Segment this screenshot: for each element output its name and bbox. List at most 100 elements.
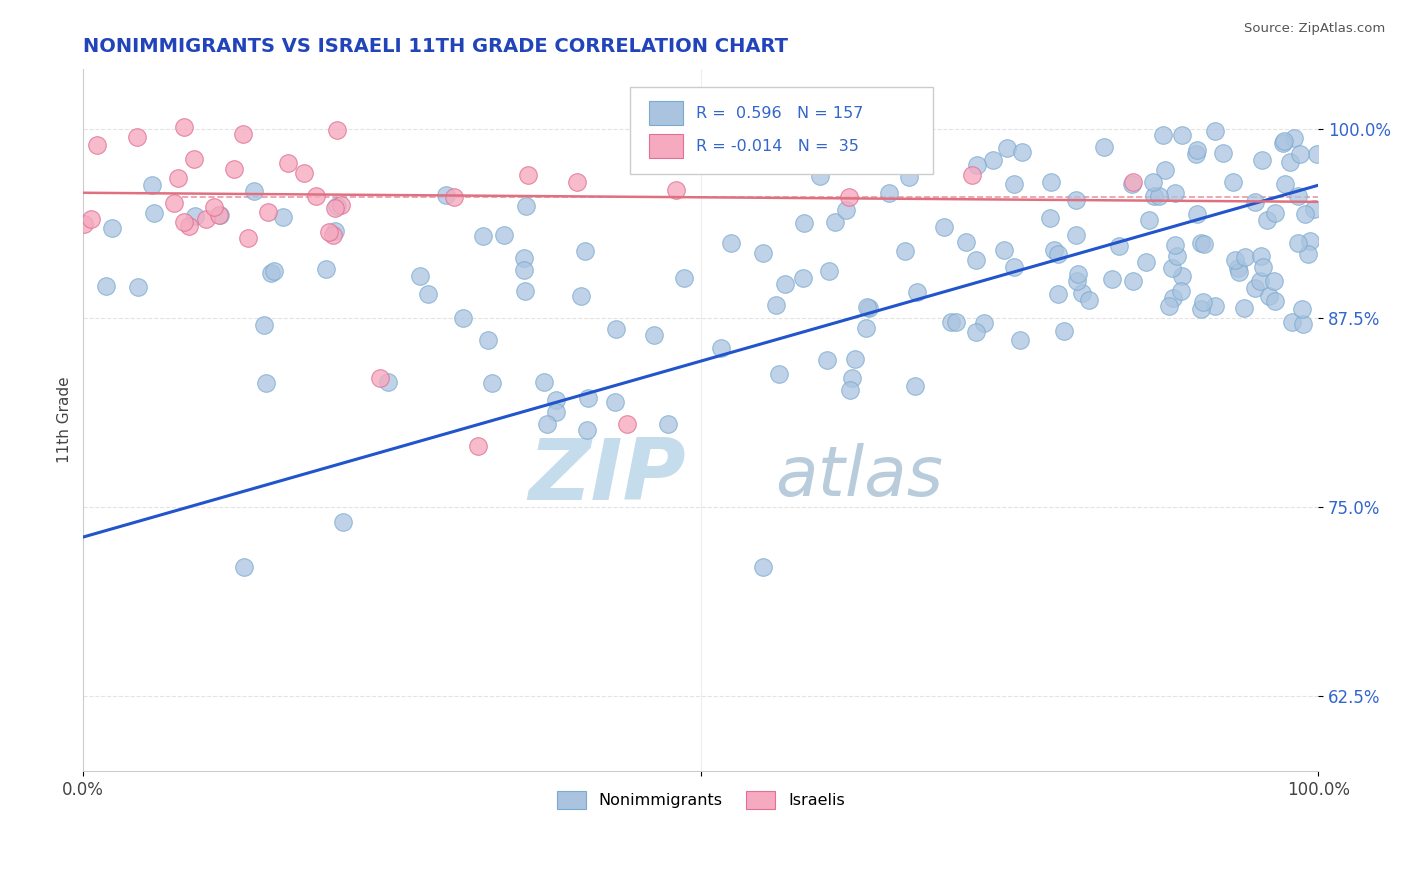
- Point: [451, 311, 474, 326]
- Point: [792, 271, 814, 285]
- Point: [945, 315, 967, 329]
- Point: [257, 204, 280, 219]
- Point: [163, 196, 186, 211]
- Point: [1053, 325, 1076, 339]
- Point: [1225, 252, 1247, 267]
- Point: [1046, 287, 1069, 301]
- Point: [765, 298, 787, 312]
- Point: [325, 123, 347, 137]
- Point: [897, 170, 920, 185]
- Point: [720, 235, 742, 250]
- Point: [793, 216, 815, 230]
- Point: [834, 202, 856, 217]
- Point: [1143, 188, 1166, 202]
- Point: [277, 156, 299, 170]
- Point: [1306, 147, 1329, 161]
- Point: [966, 158, 988, 172]
- Point: [79, 211, 101, 226]
- Point: [1264, 206, 1286, 220]
- Point: [616, 417, 638, 431]
- Point: [643, 327, 665, 342]
- Point: [934, 219, 956, 234]
- Point: [434, 188, 457, 202]
- Point: [1064, 194, 1087, 208]
- Point: [1299, 234, 1322, 248]
- Point: [232, 560, 254, 574]
- Point: [1101, 272, 1123, 286]
- Point: [1008, 333, 1031, 347]
- Point: [1204, 123, 1226, 137]
- Point: [824, 215, 846, 229]
- Point: [238, 231, 260, 245]
- Point: [1222, 175, 1244, 189]
- Point: [179, 219, 201, 233]
- Point: [567, 175, 589, 189]
- Point: [512, 263, 534, 277]
- Point: [329, 198, 352, 212]
- Point: [143, 206, 166, 220]
- Point: [315, 262, 337, 277]
- Point: [1226, 260, 1249, 275]
- Point: [1286, 189, 1309, 203]
- Point: [467, 439, 489, 453]
- Point: [1289, 146, 1312, 161]
- Legend: Nonimmigrants, Israelis: Nonimmigrants, Israelis: [551, 784, 851, 815]
- Point: [1189, 302, 1212, 317]
- Point: [1170, 128, 1192, 142]
- Point: [1092, 140, 1115, 154]
- Point: [471, 229, 494, 244]
- Point: [1164, 238, 1187, 252]
- Point: [183, 209, 205, 223]
- Point: [546, 393, 568, 408]
- Point: [818, 264, 841, 278]
- Point: [576, 391, 599, 405]
- Point: [1067, 267, 1090, 281]
- Point: [1011, 145, 1033, 159]
- Point: [208, 208, 231, 222]
- Point: [1166, 249, 1188, 263]
- Point: [263, 264, 285, 278]
- Point: [1233, 251, 1256, 265]
- Point: [492, 228, 515, 243]
- Point: [1249, 274, 1271, 288]
- Point: [1187, 207, 1209, 221]
- Point: [1204, 299, 1226, 313]
- Point: [1194, 237, 1216, 252]
- Point: [569, 288, 592, 302]
- Point: [981, 153, 1004, 168]
- Point: [855, 321, 877, 335]
- Point: [512, 251, 534, 265]
- FancyBboxPatch shape: [650, 134, 683, 158]
- Point: [254, 376, 277, 391]
- Point: [1002, 177, 1025, 191]
- Point: [1046, 246, 1069, 260]
- Point: [1064, 227, 1087, 242]
- Point: [1164, 186, 1187, 200]
- Point: [858, 301, 880, 315]
- Point: [1244, 195, 1267, 210]
- Point: [209, 208, 232, 222]
- Point: [838, 190, 860, 204]
- Point: [751, 246, 773, 260]
- Point: [323, 224, 346, 238]
- Point: [1152, 128, 1174, 143]
- Point: [141, 178, 163, 192]
- Point: [1253, 260, 1275, 274]
- Point: [575, 423, 598, 437]
- Point: [751, 560, 773, 574]
- Point: [815, 353, 838, 368]
- Point: [183, 152, 205, 166]
- Point: [1251, 153, 1274, 167]
- Point: [1185, 146, 1208, 161]
- FancyBboxPatch shape: [650, 101, 683, 125]
- Point: [1039, 175, 1062, 189]
- Point: [710, 341, 733, 355]
- Point: [1264, 294, 1286, 309]
- Point: [173, 120, 195, 134]
- Point: [332, 515, 354, 529]
- Point: [1070, 286, 1092, 301]
- Point: [1159, 299, 1181, 313]
- Point: [605, 322, 627, 336]
- Point: [955, 235, 977, 249]
- Point: [1153, 162, 1175, 177]
